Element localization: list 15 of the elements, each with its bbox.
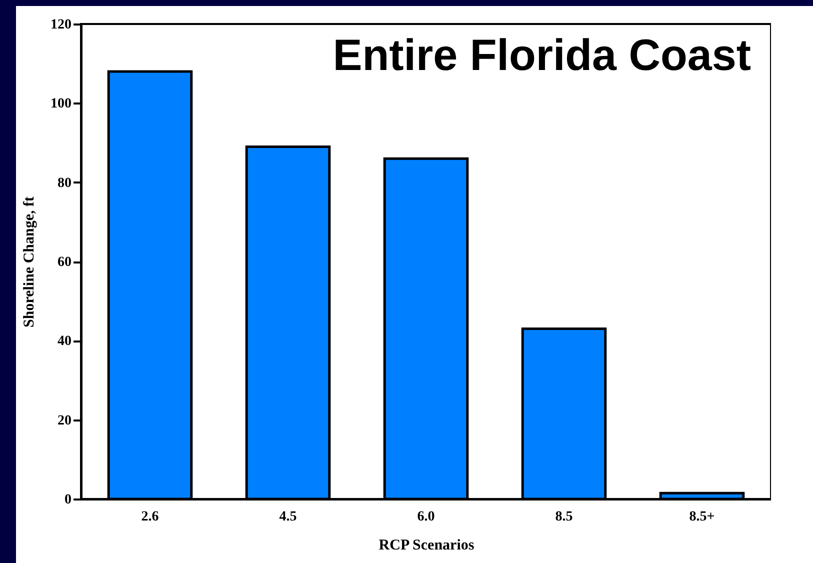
chart-title: Entire Florida Coast xyxy=(332,31,752,80)
y-tick-label: 100 xyxy=(50,96,72,112)
y-tick-label: 60 xyxy=(58,255,72,270)
y-axis-title: Shoreline Change, ft xyxy=(22,196,38,328)
x-tick-label: 8.5 xyxy=(555,510,573,524)
x-tick-label: 6.0 xyxy=(417,510,435,524)
y-tick-label: 0 xyxy=(64,492,72,508)
x-tick-label: 2.6 xyxy=(141,510,159,524)
x-tick-label: 8.5+ xyxy=(689,510,715,524)
x-axis-title: RCP Scenarios xyxy=(378,538,474,554)
y-tick-label: 80 xyxy=(58,176,72,191)
y-tick-label: 40 xyxy=(58,334,72,350)
y-tick-label: 120 xyxy=(50,18,72,32)
y-tick-label: 20 xyxy=(58,413,72,428)
x-tick-label: 4.5 xyxy=(279,510,297,524)
